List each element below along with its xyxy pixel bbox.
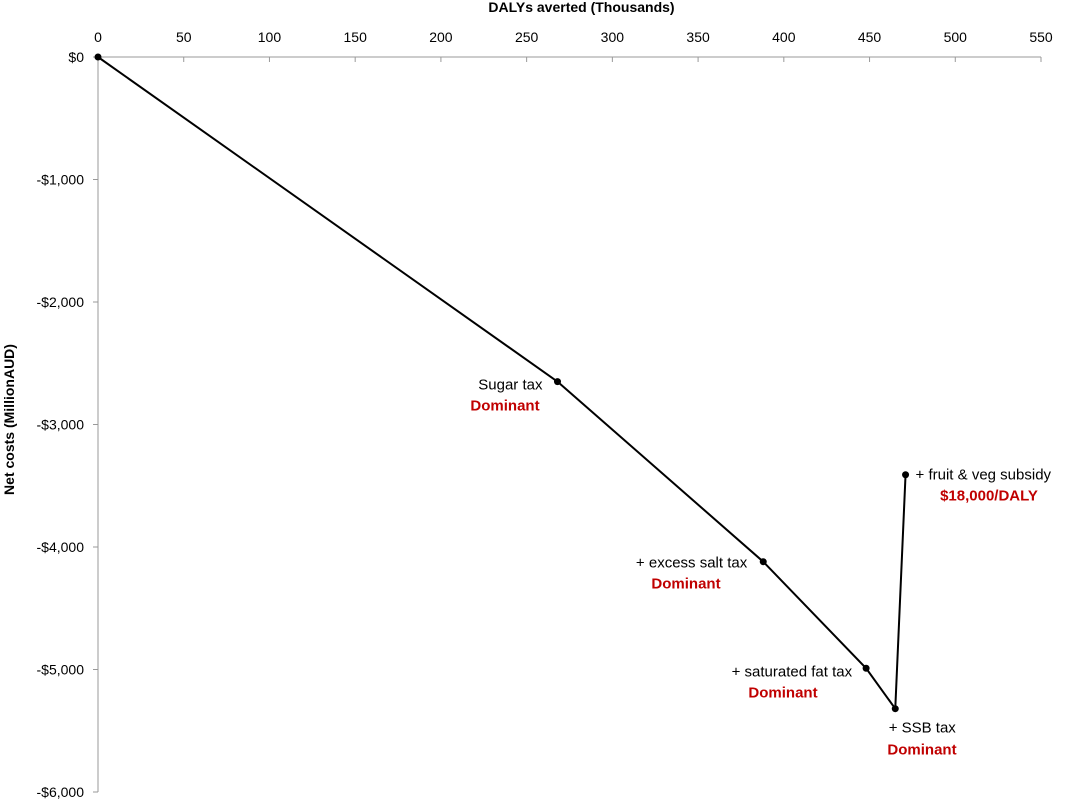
annotation-label: + saturated fat tax [732, 663, 853, 680]
annotation-note: Dominant [651, 576, 720, 593]
x-tick-label: 0 [94, 29, 102, 45]
x-tick-label: 350 [686, 29, 710, 45]
y-tick-label: $0 [68, 49, 84, 65]
x-axis-title: DALYs averted (Thousands) [488, 0, 674, 15]
annotation-label: + fruit & veg subsidy [916, 467, 1052, 484]
annotation-note: $18,000/DALY [940, 488, 1038, 505]
annotations: Sugar tax Dominant + excess salt tax Domina… [470, 377, 1051, 759]
annotation-note: Dominant [887, 742, 956, 759]
x-tick-label: 300 [601, 29, 625, 45]
x-tick-label: 450 [858, 29, 882, 45]
y-tick-label: -$6,000 [37, 784, 85, 800]
data-point [94, 53, 102, 61]
x-tick-label: 100 [258, 29, 282, 45]
y-tick-label: -$4,000 [37, 539, 85, 555]
y-tick-label: -$1,000 [37, 172, 85, 188]
x-tick-label: 550 [1029, 29, 1053, 45]
data-point [862, 664, 870, 672]
y-ticks: $0 -$1,000 -$2,000 -$3,000 -$4,000 -$5,000 -$6… [37, 49, 98, 800]
x-tick-label: 400 [772, 29, 796, 45]
data-point [759, 558, 767, 566]
annotation-label: + SSB tax [889, 720, 957, 737]
annotation-label: + excess salt tax [636, 555, 748, 572]
y-tick-label: -$2,000 [37, 294, 85, 310]
y-tick-label: -$5,000 [37, 662, 85, 678]
annotation-note: Dominant [748, 684, 817, 701]
series-line [97, 56, 907, 712]
x-tick-label: 500 [944, 29, 968, 45]
data-point [553, 378, 561, 386]
y-axis-title: Net costs (MillionAUD) [1, 344, 17, 495]
data-point [902, 471, 910, 479]
data-point [891, 705, 899, 713]
axes: 0 50 100 150 200 250 300 350 400 450 500 550 $0 -$1,… [37, 29, 1053, 800]
series [94, 53, 910, 713]
x-tick-label: 50 [176, 29, 192, 45]
x-tick-label: 150 [344, 29, 368, 45]
x-tick-label: 200 [429, 29, 453, 45]
y-tick-label: -$3,000 [37, 417, 85, 433]
x-ticks: 0 50 100 150 200 250 300 350 400 450 500 550 [94, 29, 1053, 62]
annotation-note: Dominant [470, 398, 539, 415]
annotation-label: Sugar tax [478, 377, 543, 394]
x-tick-label: 250 [515, 29, 539, 45]
